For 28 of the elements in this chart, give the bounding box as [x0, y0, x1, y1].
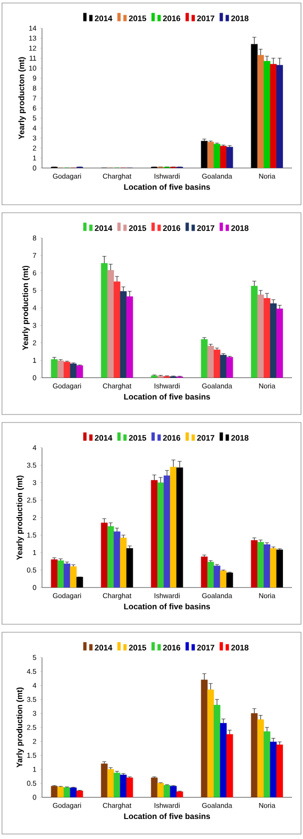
legend-label: 2015: [128, 644, 146, 650]
y-axis-title: Yearly producton (mt): [18, 57, 26, 140]
legend-label: 2015: [128, 16, 146, 22]
legend-label: 2014: [94, 16, 112, 22]
legend-label: 2016: [163, 225, 180, 231]
x-axis-title: Location of five basins: [124, 813, 210, 820]
legend-label: 2014: [94, 225, 112, 231]
x-axis-title: Location of five basins: [124, 184, 210, 190]
legend-label: 2014: [94, 644, 112, 650]
legend-label: 2015: [128, 435, 146, 441]
legend-label: 2016: [163, 435, 180, 441]
legend-label: 2017: [197, 225, 214, 231]
legend-label: 2015: [128, 225, 146, 231]
y-axis-title: Yearly production (mt): [22, 266, 30, 350]
legend-label: 2018: [231, 435, 248, 441]
legend-label: 2017: [197, 435, 214, 441]
legend-label: 2017: [197, 16, 214, 22]
legend-label: 2017: [197, 644, 214, 650]
legend-label: 2014: [94, 435, 112, 441]
legend-label: 2016: [163, 16, 180, 22]
legend-label: 2018: [231, 225, 248, 231]
legend-label: 2018: [231, 644, 248, 650]
legend-label: 2016: [163, 644, 180, 650]
x-axis-title: Location of five basins: [124, 394, 210, 400]
legend-label: 2018: [231, 16, 248, 22]
y-axis-title: Yearly production (mt): [16, 476, 24, 560]
x-axis-title: Location of five basins: [124, 603, 210, 610]
y-axis-title: Yarly production (mt): [16, 688, 24, 768]
